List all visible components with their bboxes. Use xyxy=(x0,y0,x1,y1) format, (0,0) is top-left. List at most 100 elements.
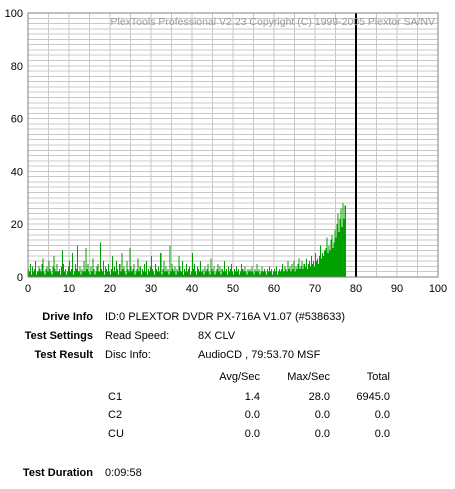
c1-error-bar xyxy=(203,274,205,277)
c1-error-bar xyxy=(118,274,120,277)
c1-error-bar xyxy=(254,269,256,277)
test-duration-label: Test Duration xyxy=(22,467,93,479)
c1-error-bar xyxy=(125,274,127,277)
results-row-c2-max: 0.0 xyxy=(314,409,330,421)
c1-error-bar xyxy=(140,274,142,277)
c1-error-bar xyxy=(31,274,33,277)
c1-error-bar xyxy=(192,253,194,277)
x-tick-label: 90 xyxy=(391,283,403,295)
x-tick-label: 70 xyxy=(309,283,321,295)
c1-error-bar xyxy=(308,261,310,277)
c1-error-bar xyxy=(48,261,50,277)
c1-error-bar xyxy=(333,242,335,277)
x-tick-label: 40 xyxy=(186,283,198,295)
c1-error-bar xyxy=(286,271,288,277)
c1-error-bar xyxy=(185,263,187,277)
c1-error-bar xyxy=(177,271,179,277)
c1-error-bar xyxy=(82,271,84,277)
c1-error-bar xyxy=(238,269,240,277)
c1-error-bar xyxy=(153,271,155,277)
c1-error-bar xyxy=(88,271,90,277)
c1-error-bar xyxy=(148,271,150,277)
c1-error-bar xyxy=(141,269,143,277)
c1-error-bar xyxy=(57,271,59,277)
c1-error-bar xyxy=(100,269,102,277)
c1-error-bar xyxy=(29,271,31,277)
c1-error-bar xyxy=(92,258,94,277)
c1-error-bar xyxy=(103,274,105,277)
c1-error-bar xyxy=(96,266,98,277)
drive-info-value: ID:0 PLEXTOR DVDR PX-716A V1.07 (#538633… xyxy=(105,311,346,323)
c1-error-bar xyxy=(312,261,314,277)
x-tick-label: 30 xyxy=(145,283,157,295)
c1-error-bar xyxy=(60,266,62,277)
c1-error-bar xyxy=(270,269,272,277)
c1-error-bar xyxy=(173,271,175,277)
c1-error-bar xyxy=(231,271,233,277)
c1-error-bar xyxy=(209,274,211,277)
y-tick-label: 100 xyxy=(5,8,23,20)
c1-error-bar xyxy=(113,271,115,277)
x-tick-label: 50 xyxy=(227,283,239,295)
c1-error-bar xyxy=(277,274,279,277)
c1-error-bar xyxy=(245,271,247,277)
x-tick-label: 100 xyxy=(429,283,447,295)
c1-error-bar xyxy=(329,250,331,277)
c1-error-bar xyxy=(318,263,320,277)
c1-error-bar xyxy=(42,258,44,277)
c1-error-bar xyxy=(319,255,321,277)
c1-error-bar xyxy=(201,271,203,277)
c1-error-bar xyxy=(95,271,97,277)
c1-error-bar xyxy=(112,255,114,277)
c1-error-bar xyxy=(130,266,132,277)
c1-error-bar xyxy=(128,271,130,277)
c1-error-bar xyxy=(102,261,104,277)
c1-error-bar xyxy=(216,269,218,277)
c1-error-bar xyxy=(223,261,225,277)
c1-error-bar xyxy=(265,274,267,277)
c1-error-bar xyxy=(337,213,339,277)
c1-error-bar xyxy=(114,266,116,277)
c1-error-bar xyxy=(244,266,246,277)
c1-error-bar xyxy=(234,269,236,277)
c1-error-bar xyxy=(204,266,206,277)
c1-error-bar xyxy=(283,271,285,277)
c1-error-bar xyxy=(179,266,181,277)
c1-error-bar xyxy=(243,271,245,277)
c1-error-bar xyxy=(131,271,133,277)
c1-error-bar xyxy=(251,266,253,277)
c1-error-bar xyxy=(73,274,75,277)
c1-error-bar xyxy=(44,274,46,277)
c1-error-bar xyxy=(210,258,212,277)
c1-error-bar xyxy=(267,271,269,277)
c1-error-bar xyxy=(52,266,54,277)
c1-error-bar xyxy=(138,271,140,277)
x-tick-label: 20 xyxy=(104,283,116,295)
c1-error-bar xyxy=(83,261,85,277)
results-row-cu-avg: 0.0 xyxy=(244,428,260,440)
c1-error-bar xyxy=(171,263,173,277)
c1-error-bar xyxy=(334,229,336,277)
c1-error-bar xyxy=(284,266,286,277)
c1-error-bar xyxy=(182,274,184,277)
results-row-c2-avg: 0.0 xyxy=(244,409,260,421)
c1-error-bar xyxy=(50,271,52,277)
c1-error-bar xyxy=(221,269,223,277)
c1-error-bar xyxy=(163,261,165,277)
c1-error-bar xyxy=(307,263,309,277)
results-row-cu-name: CU xyxy=(108,428,124,440)
c1-error-bar xyxy=(215,271,217,277)
c1-error-bar xyxy=(323,255,325,277)
c1-error-bar xyxy=(126,261,128,277)
c1-error-bar xyxy=(331,234,333,277)
c1-error-bar xyxy=(316,261,318,277)
c1-error-bar xyxy=(293,261,295,277)
c1-error-bar xyxy=(134,274,136,277)
c1-error-bar xyxy=(343,218,345,277)
chart-title: PlexTools Professional V2.23 Copyright (… xyxy=(111,16,436,28)
disc-info-value: AudioCD , 79:53.70 MSF xyxy=(198,349,321,361)
c1-error-bar xyxy=(250,271,252,277)
c1-error-bar xyxy=(162,269,164,277)
c1-error-bar xyxy=(194,263,196,277)
c1-error-bar xyxy=(313,266,315,277)
